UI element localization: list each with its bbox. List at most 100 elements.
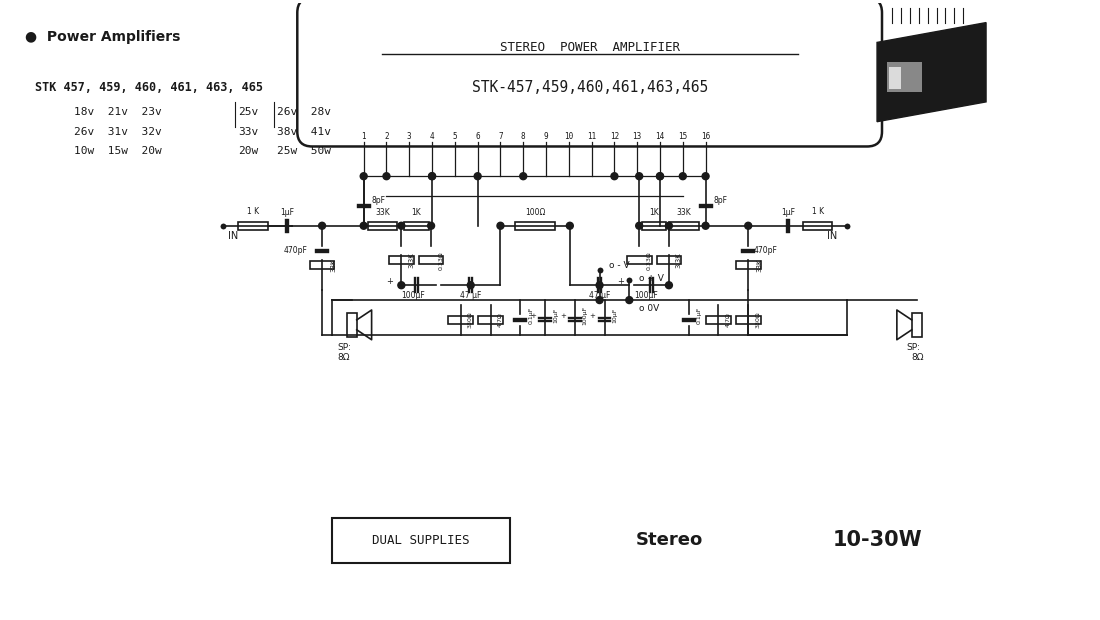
Circle shape <box>596 296 603 304</box>
Bar <box>706 316 730 324</box>
Text: 0.33Ω: 0.33Ω <box>646 251 651 270</box>
Circle shape <box>468 281 474 289</box>
Text: 47 μF: 47 μF <box>588 291 610 299</box>
Circle shape <box>666 281 672 289</box>
Text: 1K: 1K <box>649 208 659 217</box>
Text: STK-457,459,460,461,463,465: STK-457,459,460,461,463,465 <box>472 79 707 94</box>
Circle shape <box>429 173 436 180</box>
Circle shape <box>610 173 618 180</box>
Bar <box>889 67 901 89</box>
Text: 4.7Ω: 4.7Ω <box>725 312 730 327</box>
Text: DUAL SUPPLIES: DUAL SUPPLIES <box>373 534 470 547</box>
Text: 3.3K: 3.3K <box>675 252 682 268</box>
Text: +: + <box>590 313 595 319</box>
Text: 2: 2 <box>384 132 388 141</box>
Circle shape <box>319 223 326 229</box>
Bar <box>912 313 922 337</box>
Circle shape <box>566 223 573 229</box>
Circle shape <box>360 173 367 180</box>
Text: SP:: SP: <box>337 343 351 352</box>
Text: 10w  15w  20w: 10w 15w 20w <box>75 146 162 156</box>
Text: ●  Power Amplifiers: ● Power Amplifiers <box>24 30 180 45</box>
Text: 6: 6 <box>475 132 480 141</box>
Circle shape <box>657 173 663 180</box>
Text: 1: 1 <box>362 132 366 141</box>
Text: 12: 12 <box>609 132 619 141</box>
Text: 10μF: 10μF <box>613 308 617 322</box>
Text: IN: IN <box>228 231 239 241</box>
Circle shape <box>360 223 367 229</box>
Bar <box>419 257 443 264</box>
Text: 330Ω: 330Ω <box>755 312 760 328</box>
Text: +: + <box>530 313 536 319</box>
Text: o 0V: o 0V <box>639 304 659 312</box>
Bar <box>515 222 556 230</box>
Bar <box>657 257 681 264</box>
Text: 100μF: 100μF <box>402 291 425 299</box>
Text: 3: 3 <box>407 132 411 141</box>
Bar <box>641 222 667 230</box>
Text: +: + <box>560 313 565 319</box>
Circle shape <box>520 173 527 180</box>
Text: 25w  50w: 25w 50w <box>277 146 331 156</box>
Text: STEREO  POWER  AMPLIFIER: STEREO POWER AMPLIFIER <box>499 41 680 54</box>
Text: 47 μF: 47 μF <box>460 291 482 299</box>
Circle shape <box>429 173 436 180</box>
Circle shape <box>626 296 632 304</box>
Bar <box>887 62 922 92</box>
Circle shape <box>596 281 603 289</box>
Circle shape <box>383 173 389 180</box>
Circle shape <box>636 173 642 180</box>
Text: 10-30W: 10-30W <box>833 531 922 551</box>
Bar <box>736 262 760 269</box>
Circle shape <box>428 223 435 229</box>
Bar <box>404 222 429 230</box>
Bar <box>736 316 760 324</box>
Bar <box>367 222 397 230</box>
Text: +: + <box>386 277 394 286</box>
Text: 100μF: 100μF <box>583 305 587 325</box>
Text: 16: 16 <box>701 132 711 141</box>
Text: 8pF: 8pF <box>372 197 386 205</box>
Text: 1μF: 1μF <box>781 208 795 217</box>
Bar <box>669 222 698 230</box>
Text: 100Ω: 100Ω <box>525 208 546 217</box>
Bar <box>627 257 651 264</box>
Text: 10: 10 <box>564 132 573 141</box>
Bar <box>389 257 414 264</box>
Circle shape <box>666 223 672 229</box>
Text: 1K: 1K <box>411 208 421 217</box>
Text: STK 457, 459, 460, 461, 463, 465: STK 457, 459, 460, 461, 463, 465 <box>35 81 263 94</box>
Text: 1 K: 1 K <box>812 207 824 216</box>
Circle shape <box>680 173 686 180</box>
Text: 8Ω: 8Ω <box>337 353 350 362</box>
Text: 5: 5 <box>452 132 458 141</box>
Text: 38v  41v: 38v 41v <box>277 126 331 136</box>
Text: 0.1μF: 0.1μF <box>696 306 702 324</box>
Text: 10μF: 10μF <box>553 308 558 322</box>
Text: 33K: 33K <box>330 259 336 272</box>
Circle shape <box>657 173 663 180</box>
Text: 20w: 20w <box>238 146 258 156</box>
Text: o - V: o - V <box>609 261 630 270</box>
Text: 33v: 33v <box>238 126 258 136</box>
Polygon shape <box>877 22 986 122</box>
Text: 3.3K: 3.3K <box>408 252 415 268</box>
Text: 4.7Ω: 4.7Ω <box>497 312 503 327</box>
Circle shape <box>745 223 751 229</box>
Text: 26v  28v: 26v 28v <box>277 107 331 117</box>
Text: 0.33Ω: 0.33Ω <box>439 251 444 270</box>
Bar <box>346 313 356 337</box>
Text: 7: 7 <box>498 132 503 141</box>
Text: 26v  31v  32v: 26v 31v 32v <box>75 126 162 136</box>
Text: 11: 11 <box>587 132 596 141</box>
Circle shape <box>398 223 405 229</box>
Circle shape <box>702 173 710 180</box>
Circle shape <box>702 223 710 229</box>
Text: +: + <box>617 277 625 286</box>
Text: 470pF: 470pF <box>284 246 307 255</box>
Bar <box>803 222 833 230</box>
Circle shape <box>497 223 504 229</box>
Text: IN: IN <box>827 231 838 241</box>
Text: 14: 14 <box>656 132 664 141</box>
